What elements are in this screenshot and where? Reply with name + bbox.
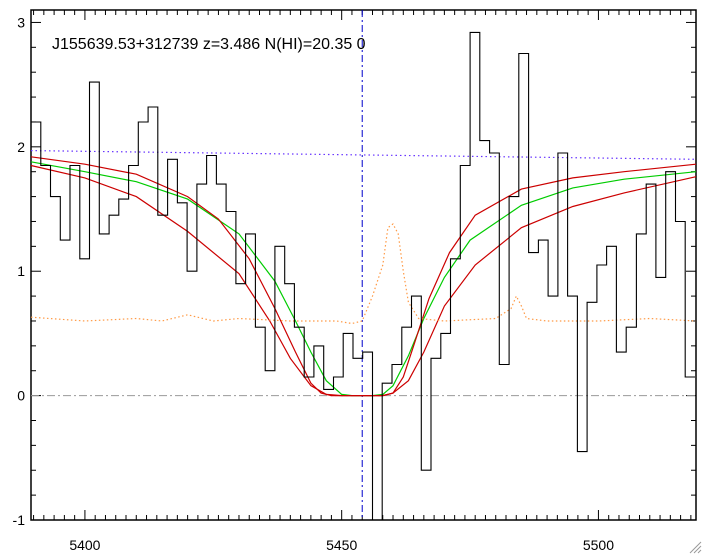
series-model-lower xyxy=(30,164,697,397)
y-tick-label: 1 xyxy=(17,263,25,279)
flux-histogram xyxy=(31,31,695,520)
axis-ticks xyxy=(31,10,696,521)
series-model-upper xyxy=(30,156,697,397)
y-tick-label: 2 xyxy=(17,139,25,155)
series-error xyxy=(30,223,697,325)
plot-frame xyxy=(30,9,697,521)
flux-steps xyxy=(31,31,695,520)
chart-title: J155639.53+312739 z=3.486 N(HI)=20.35 0 xyxy=(52,36,366,53)
series-model-fit xyxy=(30,161,697,397)
tick-labels: 5400 5450 5500 -1 0 1 2 3 xyxy=(13,14,615,553)
series-continuum xyxy=(30,150,697,160)
resize-grip-icon[interactable] xyxy=(688,540,702,554)
y-tick-label: 0 xyxy=(17,388,25,404)
x-tick-label: 5500 xyxy=(583,537,614,553)
model-series xyxy=(30,150,697,397)
x-tick-label: 5450 xyxy=(326,537,357,553)
x-tick-label: 5400 xyxy=(69,537,100,553)
y-tick-label: -1 xyxy=(13,512,26,528)
y-tick-label: 3 xyxy=(17,14,25,30)
